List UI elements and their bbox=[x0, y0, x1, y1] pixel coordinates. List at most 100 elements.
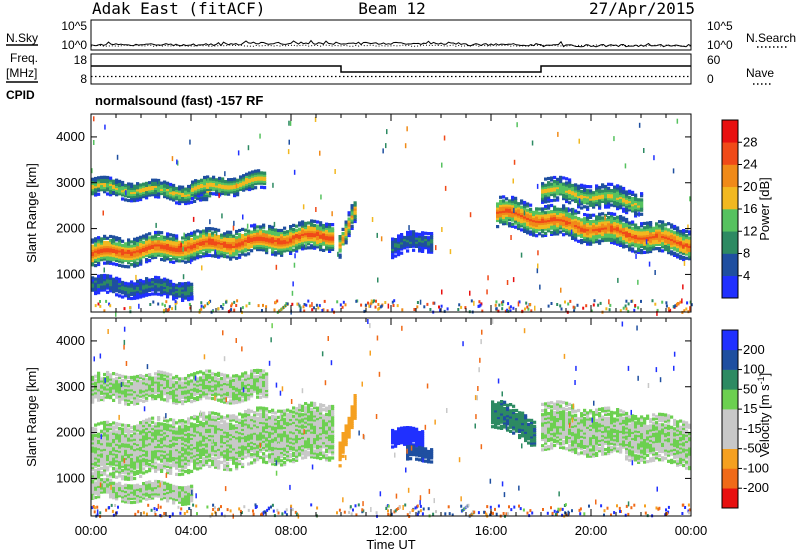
echo-cell bbox=[136, 182, 140, 186]
echo-cell bbox=[226, 245, 230, 249]
echo-cell bbox=[295, 230, 299, 234]
echo-cell bbox=[253, 413, 257, 417]
echo-cell bbox=[94, 191, 98, 195]
noise-cell bbox=[685, 307, 688, 311]
echo-cell bbox=[250, 430, 254, 434]
echo-cell bbox=[175, 234, 179, 238]
echo-cell bbox=[205, 421, 209, 425]
echo-cell bbox=[586, 205, 590, 209]
echo-cell bbox=[133, 433, 137, 437]
echo-cell bbox=[118, 288, 122, 292]
echo-cell bbox=[514, 215, 518, 219]
speckle-cell bbox=[288, 120, 290, 126]
echo-cell bbox=[139, 431, 143, 435]
echo-cell bbox=[136, 290, 140, 294]
echo-cell bbox=[124, 428, 128, 432]
echo-cell bbox=[103, 177, 107, 181]
echo-cell bbox=[139, 195, 143, 199]
echo-cell bbox=[148, 259, 152, 263]
speckle-cell bbox=[91, 168, 93, 174]
echo-cell bbox=[394, 250, 398, 254]
echo-cell bbox=[109, 425, 113, 429]
echo-cell bbox=[622, 230, 626, 235]
echo-cell bbox=[350, 226, 354, 230]
echo-cell bbox=[676, 253, 680, 257]
echo-cell bbox=[646, 248, 650, 252]
echo-cell bbox=[251, 180, 255, 184]
noise-cell bbox=[363, 309, 366, 313]
echo-cell bbox=[517, 218, 521, 222]
echo-cell bbox=[583, 239, 587, 243]
noise-tick-right-top: 10^5 bbox=[707, 19, 733, 33]
echo-cell bbox=[217, 249, 221, 253]
echo-cell bbox=[193, 462, 197, 466]
echo-cell bbox=[571, 230, 575, 234]
echo-cell bbox=[184, 199, 188, 203]
echo-cell bbox=[319, 225, 323, 229]
echo-cell bbox=[580, 185, 584, 189]
echo-cell bbox=[307, 227, 311, 231]
echo-cell bbox=[106, 188, 110, 192]
echo-cell bbox=[544, 198, 548, 202]
echo-cell bbox=[91, 453, 95, 457]
echo-cell bbox=[172, 196, 176, 200]
echo-cell bbox=[121, 437, 125, 442]
echo-cell bbox=[529, 211, 533, 216]
echo-cell bbox=[253, 460, 257, 464]
echo-cell bbox=[547, 176, 551, 181]
echo-cell bbox=[601, 193, 605, 197]
echo-cell bbox=[139, 445, 143, 450]
speckle-cell bbox=[443, 135, 446, 141]
echo-cell bbox=[145, 431, 149, 435]
echo-cell bbox=[670, 242, 674, 246]
echo-cell bbox=[676, 255, 680, 259]
echo-cell bbox=[577, 225, 581, 229]
echo-cell bbox=[316, 243, 320, 247]
echo-cell bbox=[535, 219, 539, 223]
speckle-cell bbox=[523, 210, 526, 216]
echo-cell bbox=[245, 183, 249, 187]
echo-cell bbox=[97, 276, 101, 280]
echo-cell bbox=[130, 188, 134, 193]
echo-cell bbox=[163, 416, 167, 420]
echo-cell bbox=[418, 249, 422, 253]
echo-cell bbox=[163, 182, 167, 186]
echo-cell bbox=[283, 226, 287, 230]
echo-cell bbox=[259, 235, 263, 239]
echo-cell bbox=[127, 452, 131, 457]
echo-cell bbox=[235, 463, 239, 467]
echo-cell bbox=[688, 236, 692, 240]
echo-cell bbox=[553, 190, 557, 194]
echo-cell bbox=[565, 217, 569, 221]
echo-cell bbox=[97, 291, 101, 295]
echo-cell bbox=[232, 434, 236, 438]
echo-cell bbox=[208, 190, 212, 194]
echo-cell bbox=[127, 238, 131, 242]
echo-cell bbox=[553, 182, 557, 186]
echo-cell bbox=[625, 234, 629, 238]
echo-cell bbox=[190, 469, 194, 473]
echo-cell bbox=[592, 213, 596, 217]
echo-cell bbox=[580, 238, 584, 243]
echo-cell bbox=[613, 195, 617, 199]
echo-cell bbox=[592, 193, 596, 197]
echo-cell bbox=[187, 189, 191, 193]
echo-cell bbox=[242, 188, 246, 192]
echo-cell bbox=[178, 242, 182, 246]
echo-cell bbox=[190, 447, 194, 451]
echo-cell bbox=[148, 458, 152, 462]
echo-cell bbox=[673, 237, 677, 241]
echo-cell bbox=[187, 460, 191, 464]
noise-cell bbox=[164, 304, 166, 308]
echo-cell bbox=[610, 232, 614, 236]
echo-cell bbox=[679, 244, 683, 248]
echo-cell bbox=[565, 189, 569, 193]
echo-cell bbox=[157, 191, 161, 195]
echo-cell bbox=[260, 177, 264, 181]
echo-cell bbox=[289, 237, 293, 241]
echo-cell bbox=[199, 240, 203, 244]
echo-cell bbox=[236, 193, 240, 197]
speckle-cell bbox=[214, 249, 216, 255]
echo-cell bbox=[103, 429, 107, 433]
echo-cell bbox=[148, 236, 152, 240]
